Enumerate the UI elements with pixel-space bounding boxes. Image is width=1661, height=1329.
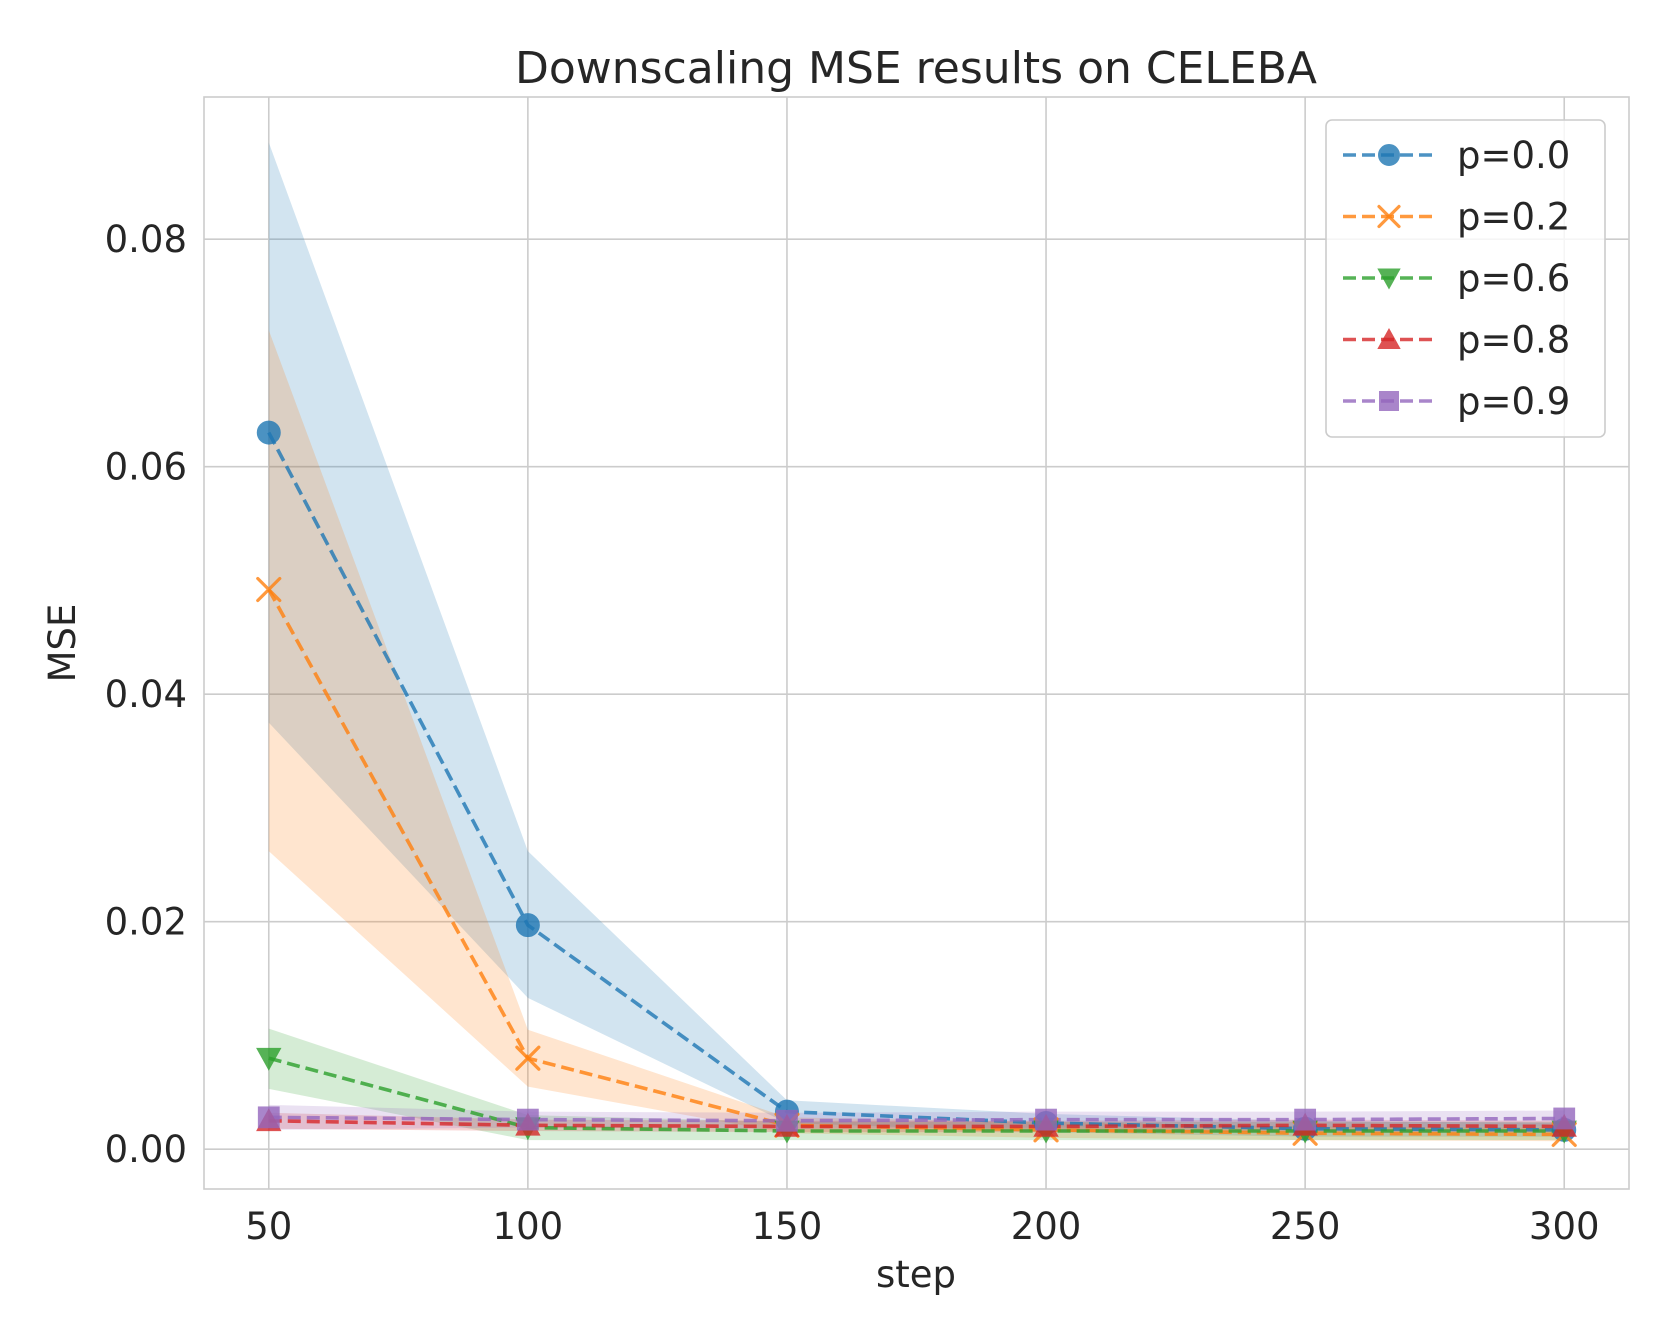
y-axis-title: MSE xyxy=(41,604,84,683)
y-tick-label: 0.04 xyxy=(105,673,187,716)
data-point-series-4 xyxy=(516,1108,539,1131)
data-point-series-1 xyxy=(515,1045,541,1071)
series-line-4 xyxy=(268,1115,1565,1123)
x-tick-label: 100 xyxy=(493,1205,564,1248)
x-tick-label: 150 xyxy=(752,1205,823,1248)
data-point-series-0 xyxy=(256,420,281,445)
series-line-2 xyxy=(268,1056,1565,1133)
legend: p=0.0 p=0.2 p=0.6 p=0.8 p=0.9 xyxy=(1325,119,1606,438)
series-line-3 xyxy=(268,1118,1565,1129)
legend-marker-3 xyxy=(1377,327,1401,349)
legend-marker-2 xyxy=(1377,268,1401,290)
y-axis-ticks: 0.00 0.02 0.04 0.06 0.08 xyxy=(105,218,187,1171)
data-point-series-4 xyxy=(776,1109,798,1132)
data-point-series-0 xyxy=(515,913,540,938)
x-tick-label: 300 xyxy=(1529,1205,1600,1248)
plot-frame xyxy=(203,96,1630,1190)
legend-frame xyxy=(1325,119,1606,438)
legend-marker-4 xyxy=(1379,391,1399,411)
series-lines xyxy=(267,431,1565,1137)
legend-label-3: p=0.8 xyxy=(1457,319,1570,362)
data-point-series-4 xyxy=(1294,1108,1317,1131)
x-axis-title: step xyxy=(876,1253,956,1296)
x-tick-label: 250 xyxy=(1270,1205,1341,1248)
legend-marker-1 xyxy=(1377,204,1401,229)
x-axis-ticks: 50 100 150 200 250 300 xyxy=(245,1205,1599,1248)
y-tick-label: 0.02 xyxy=(105,901,187,944)
y-tick-label: 0.00 xyxy=(105,1128,187,1171)
legend-marker-0 xyxy=(1378,144,1400,166)
data-point-series-4 xyxy=(1553,1107,1576,1130)
series-markers xyxy=(256,420,1577,1147)
confidence-band-series-4 xyxy=(268,1104,1565,1130)
x-tick-label: 50 xyxy=(245,1205,292,1248)
data-point-series-4 xyxy=(257,1106,280,1129)
y-tick-label: 0.08 xyxy=(105,218,187,261)
y-tick-label: 0.06 xyxy=(105,446,187,489)
data-point-series-1 xyxy=(256,576,282,603)
data-point-series-4 xyxy=(1035,1108,1057,1131)
legend-label-4: p=0.9 xyxy=(1457,380,1570,423)
legend-label-2: p=0.6 xyxy=(1457,257,1570,300)
x-tick-label: 200 xyxy=(1011,1205,1082,1248)
legend-label-0: p=0.0 xyxy=(1457,134,1570,177)
data-point-series-2 xyxy=(256,1047,282,1071)
series-line-0 xyxy=(267,431,1565,1132)
legend-label-1: p=0.2 xyxy=(1457,196,1570,239)
chart-title: Downscaling MSE results on CELEBA xyxy=(515,43,1317,94)
